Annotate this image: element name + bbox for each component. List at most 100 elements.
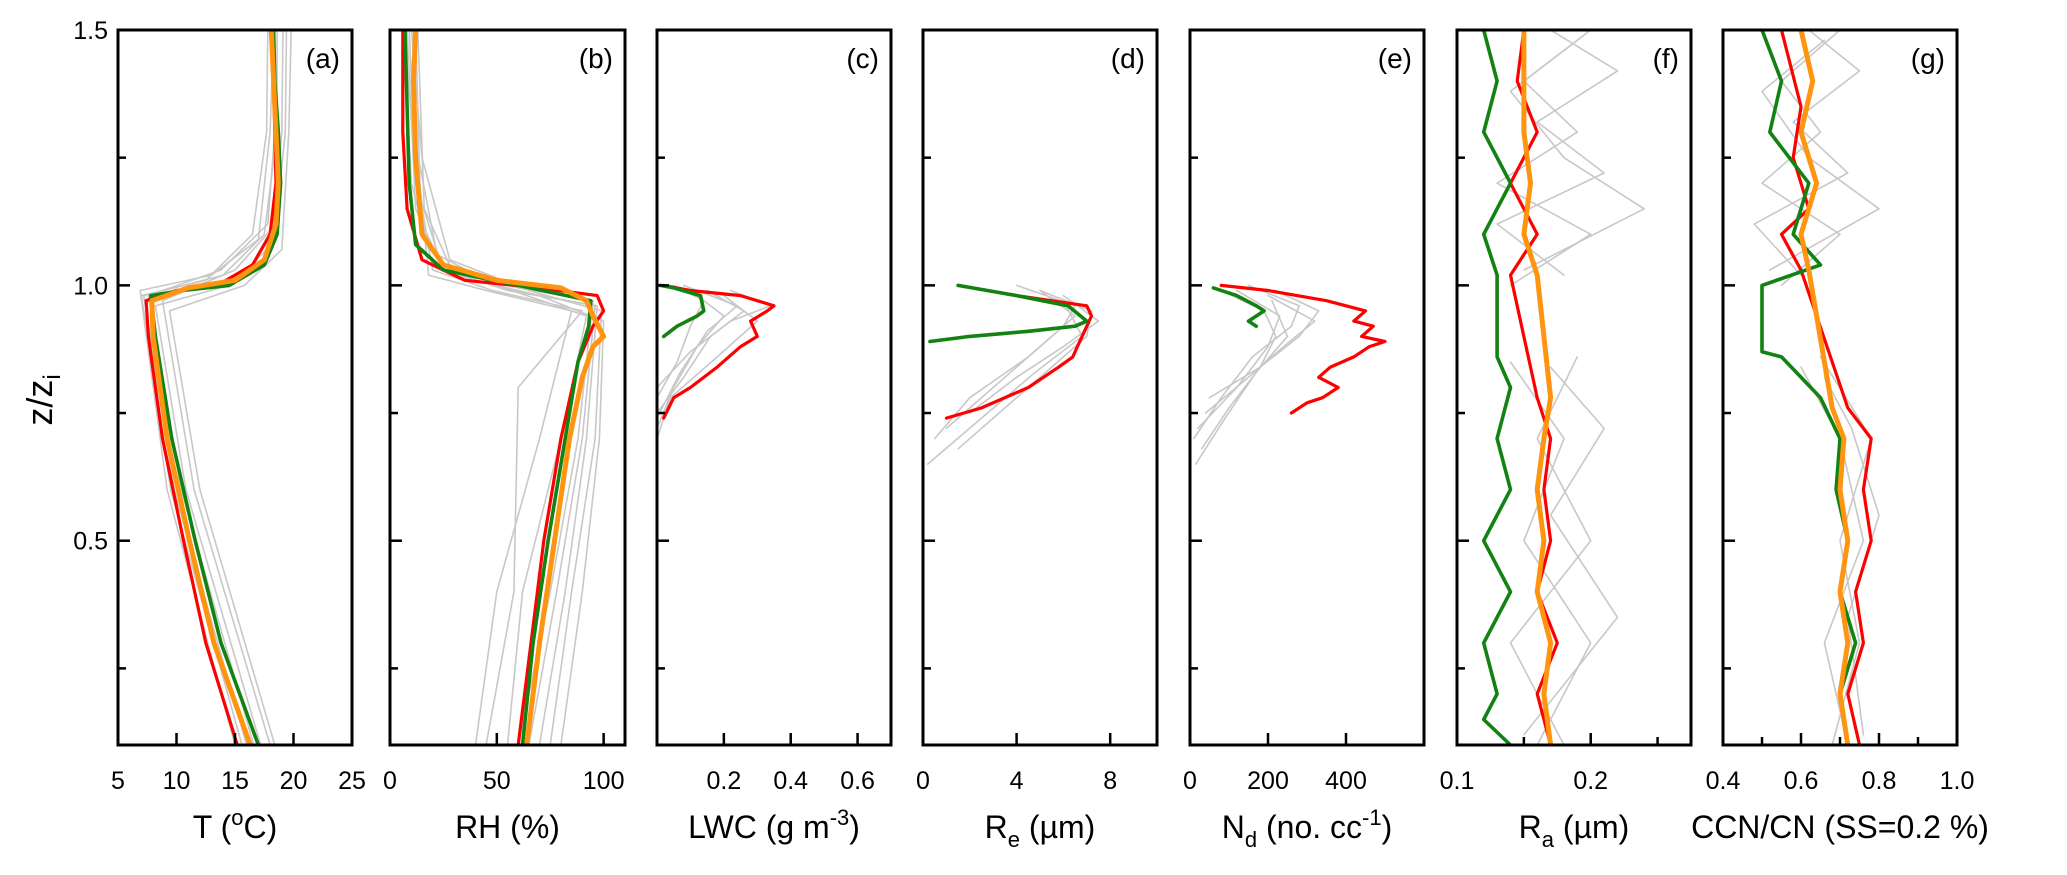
panel-c-series [657, 283, 776, 440]
panel-b-xtick-label: 0 [383, 767, 397, 795]
panel-f-xtick-label: 0.1 [1440, 767, 1475, 795]
panel-a-xtick-label: 15 [221, 767, 249, 795]
panel-b-xlabel: RH (%) [455, 809, 560, 845]
panel-g-tag: (g) [1911, 43, 1945, 74]
panels: 0.5 1.0 1.5 5 10 15 20 25 (a) T (oC) 0 50 100 (b) RH (… [73, 17, 1989, 852]
panel-f: 0.1 0.2 (f) Ra (µm) [1440, 28, 1693, 852]
panel-e-tag: (e) [1378, 43, 1412, 74]
panel-b-tag: (b) [579, 43, 613, 74]
y-axis-label-main: z/z [19, 380, 60, 426]
panel-f-xlabel: Ra (µm) [1519, 809, 1630, 852]
panel-d-profile-red [944, 283, 1094, 420]
y-tick-label: 1.0 [73, 272, 108, 300]
panel-f-profile-gray-4 [1496, 30, 1592, 287]
panel-a-profile-orange [149, 30, 281, 745]
panel-b-xtick-label: 50 [483, 767, 511, 795]
panel-e-xtick-label: 400 [1325, 767, 1367, 795]
panel-e-profile-gray-3 [1204, 294, 1316, 414]
panel-e-profile-gray-4 [1200, 289, 1277, 450]
y-tick-label: 0.5 [73, 528, 108, 556]
panel-d-profile-gray-1 [945, 289, 1076, 430]
xlabel-part: ) [849, 809, 860, 845]
panel-c-xtick-label: 0.2 [706, 767, 741, 795]
panel-a: 0.5 1.0 1.5 5 10 15 20 25 (a) T (oC) [73, 17, 366, 845]
panel-e-xlabel: Nd (no. cc-1) [1222, 805, 1393, 852]
panel-e-xtick-label: 0 [1183, 767, 1197, 795]
panel-f-profile-green [1481, 30, 1513, 745]
panel-g-profile-gray-1 [1819, 356, 1872, 745]
panel-d-profile-gray-3 [969, 294, 1100, 414]
panel-c-xtick-label: 0.4 [773, 767, 808, 795]
panel-a-profile-gray-6 [168, 30, 292, 745]
xlabel-part: ) [1382, 809, 1393, 845]
panel-d-profile-gray-5 [926, 299, 1083, 465]
panel-d-frame [921, 28, 1159, 747]
xlabel-part: CCN/CN (SS=0.2 %) [1691, 809, 1989, 845]
xlabel-part: -1 [1362, 805, 1382, 830]
panel-b-profile-red [401, 30, 606, 745]
panel-f-series [1481, 30, 1645, 745]
panel-d-xtick-label: 0 [916, 767, 930, 795]
xlabel-part: (no. cc [1257, 809, 1362, 845]
panel-c-profile-gray-6 [657, 284, 738, 419]
panel-a-xtick-label: 10 [163, 767, 191, 795]
panel-e-profile-gray-5 [1195, 299, 1289, 465]
xlabel-part: R [1519, 809, 1542, 845]
panel-e-profile-gray-1 [1197, 289, 1281, 430]
xlabel-part: (µm) [1020, 809, 1095, 845]
panel-f-profile-gray-6 [1509, 39, 1645, 271]
panel-c-frame [655, 28, 893, 747]
panel-e-xtick-label: 200 [1247, 767, 1289, 795]
panel-a-tag: (a) [306, 43, 340, 74]
panel-c-tag: (c) [846, 43, 879, 74]
panel-d-profile-gray-4 [957, 289, 1093, 450]
panel-a-series [139, 30, 292, 745]
panel-g-xtick-label: 1.0 [1940, 767, 1975, 795]
y-tick-label: 1.5 [73, 17, 108, 45]
panel-e-profile-gray-2 [1193, 284, 1300, 440]
xlabel-part: RH (%) [455, 809, 560, 845]
panel-e-frame [1188, 28, 1426, 747]
panel-b-frame [388, 28, 627, 747]
panel-b-profile-orange [411, 30, 607, 745]
panel-g-profile-gray-5 [1753, 30, 1861, 276]
panel-c-xtick-label: 0.6 [840, 767, 875, 795]
panel-e-profile-gray-6 [1208, 289, 1320, 399]
panel-b-xtick-label: 100 [583, 767, 625, 795]
panel-c-profile-green [658, 283, 706, 339]
panel-f-profile-red [1508, 30, 1559, 745]
y-axis-label: z/zi [19, 374, 66, 425]
xlabel-part: R [985, 809, 1008, 845]
panel-g-profile-orange [1798, 30, 1851, 745]
panel-c-profile-gray-2 [657, 289, 745, 414]
panel-g-xtick-label: 0.4 [1706, 767, 1741, 795]
xlabel-part: e [1008, 827, 1020, 852]
panel-e-profile-green [1211, 286, 1266, 328]
panel-b-profile-gray-2 [402, 30, 598, 745]
panel-a-profile-gray-2 [161, 30, 288, 745]
panel-f-tag: (f) [1653, 43, 1679, 74]
panel-e-series [1193, 283, 1387, 465]
xlabel-part: N [1222, 809, 1245, 845]
xlabel-part: (µm) [1554, 809, 1629, 845]
panel-d-profile-green [928, 283, 1089, 344]
panel-g-xlabel: CCN/CN (SS=0.2 %) [1691, 809, 1989, 845]
panel-b-profile-gray-5 [408, 30, 588, 745]
panel-f-frame [1455, 28, 1693, 747]
xlabel-part: d [1245, 827, 1257, 852]
panel-f-profile-orange [1521, 30, 1554, 745]
panel-c-profile-red [662, 283, 776, 420]
panel-d-tag: (d) [1111, 43, 1145, 74]
y-axis-label-subscript: i [39, 374, 66, 379]
panel-c-xlabel: LWC (g m-3) [688, 805, 860, 845]
panel-c: 0.2 0.4 0.6 (c) LWC (g m-3) [655, 28, 893, 845]
xlabel-part: o [231, 805, 243, 830]
panel-g: 0.4 0.6 0.8 1.0 (g) CCN/CN (SS=0.2 %) [1691, 28, 1989, 845]
panel-d-series [926, 283, 1100, 465]
panel-a-xtick-label: 5 [111, 767, 125, 795]
panel-f-xtick-label: 0.2 [1573, 767, 1608, 795]
panel-a-profile-gray-7 [140, 30, 269, 745]
panel-d-xtick-label: 8 [1103, 767, 1117, 795]
xlabel-part: C) [244, 809, 278, 845]
